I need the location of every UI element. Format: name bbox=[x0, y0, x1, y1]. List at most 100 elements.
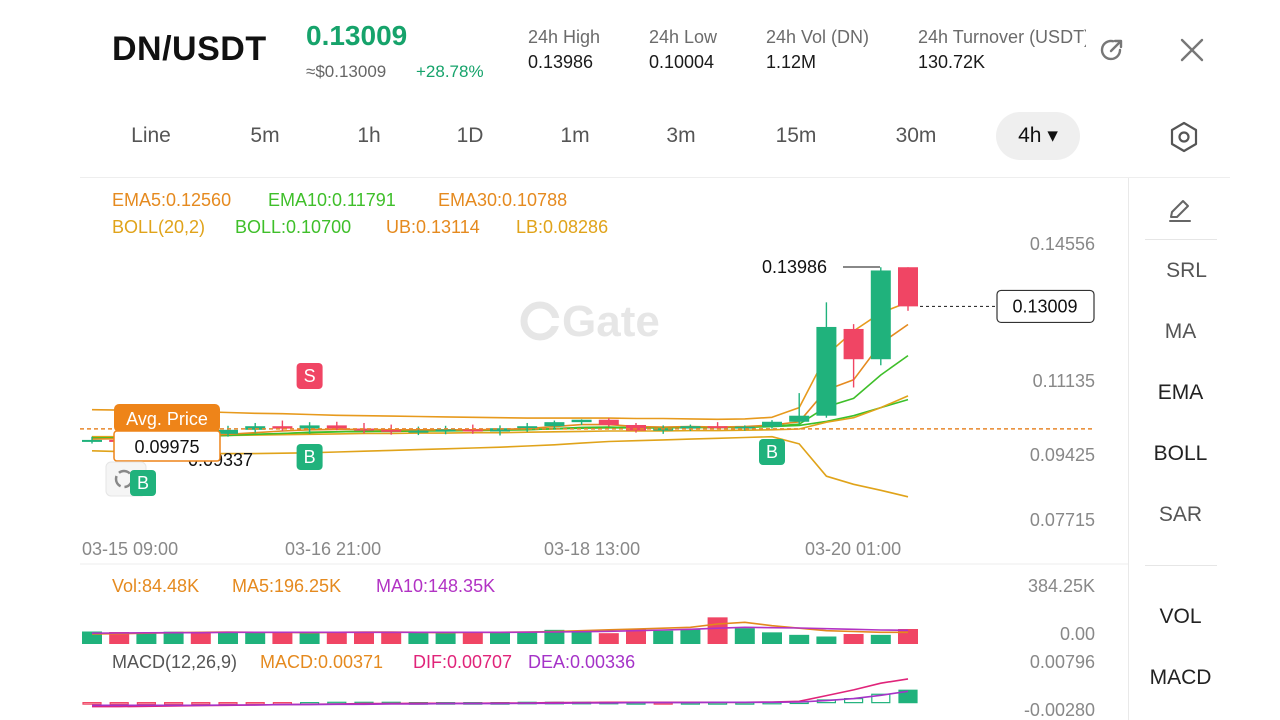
indicator-ma[interactable]: MA bbox=[1164, 320, 1197, 343]
volume-bar bbox=[898, 629, 918, 644]
stat-vol-value: 1.12M bbox=[766, 52, 817, 72]
tab-4h[interactable]: 4h ▾ bbox=[996, 112, 1080, 160]
avg-price-label: Avg. Price bbox=[126, 409, 208, 429]
tab-30m[interactable]: 30m bbox=[895, 124, 937, 147]
vol-y-tick: 384.25K bbox=[1028, 576, 1095, 596]
sell-marker-text: S bbox=[304, 366, 316, 386]
stat-turnover-value: 130.72K bbox=[918, 52, 986, 72]
candle-up bbox=[517, 426, 538, 429]
buy-marker bbox=[759, 439, 785, 465]
candle-up bbox=[816, 326, 837, 416]
volume-bar bbox=[490, 632, 510, 644]
usd-price: ≈$0.13009 bbox=[306, 62, 387, 81]
y-tick: 0.07715 bbox=[1030, 510, 1095, 530]
watermark-text: Gate bbox=[562, 297, 660, 346]
indicator-srl[interactable]: SRL bbox=[1166, 259, 1207, 282]
candle-up bbox=[82, 439, 102, 442]
high-price-text: 0.13986 bbox=[762, 257, 827, 277]
divider bbox=[80, 177, 1230, 178]
candle-down bbox=[326, 425, 347, 429]
tab-1h[interactable]: 1h bbox=[357, 124, 381, 147]
tab-3m[interactable]: 3m bbox=[666, 124, 696, 147]
buy-marker-text: B bbox=[766, 442, 778, 462]
macd-bar bbox=[164, 702, 184, 705]
ema10-legend: EMA10:0.11791 bbox=[268, 190, 396, 210]
share-arrow-icon[interactable] bbox=[1096, 34, 1128, 66]
tab-1d[interactable]: 1D bbox=[456, 124, 484, 147]
volume-bar bbox=[707, 617, 728, 644]
stat-vol-label: 24h Vol (DN) bbox=[766, 27, 870, 47]
y-tick: 0.14556 bbox=[1030, 234, 1095, 254]
indicator-macd[interactable]: MACD bbox=[1149, 666, 1212, 689]
volume-bar bbox=[789, 634, 810, 644]
macd-bar bbox=[218, 702, 238, 705]
sell-marker bbox=[296, 363, 323, 389]
volume-bar bbox=[626, 629, 646, 644]
dea-legend: DEA:0.00336 bbox=[528, 652, 635, 672]
indicator-boll[interactable]: BOLL bbox=[1153, 442, 1208, 465]
candle-down bbox=[598, 419, 619, 425]
pencil-icon[interactable] bbox=[1166, 196, 1194, 224]
volume-bar bbox=[218, 632, 238, 644]
volume-bar bbox=[109, 632, 130, 644]
candle-down bbox=[843, 328, 864, 360]
vol-ma10-line bbox=[91, 626, 909, 634]
y-tick: 0.09425 bbox=[1030, 445, 1095, 465]
candle-up bbox=[490, 428, 510, 432]
close-icon[interactable] bbox=[1176, 34, 1208, 66]
tab-1m[interactable]: 1m bbox=[560, 124, 590, 147]
dea-line bbox=[92, 690, 909, 707]
ema5-legend: EMA5:0.12560 bbox=[112, 190, 231, 210]
tab-line[interactable]: Line bbox=[131, 124, 171, 147]
candle-down bbox=[381, 429, 402, 432]
x-tick: 03-15 09:00 bbox=[82, 539, 178, 559]
macd-bar bbox=[245, 702, 265, 705]
volume-bar bbox=[870, 634, 891, 644]
indicator-sar[interactable]: SAR bbox=[1158, 503, 1203, 526]
vol-ma10-legend: MA10:148.35K bbox=[376, 576, 495, 596]
hexagon-settings-icon[interactable] bbox=[1168, 120, 1200, 154]
boll-legend: BOLL:0.10700 bbox=[235, 217, 351, 237]
volume-bar bbox=[462, 632, 483, 644]
ema30-legend: EMA30:0.10788 bbox=[438, 190, 567, 210]
candle-up bbox=[299, 425, 320, 429]
candle-up bbox=[734, 426, 755, 429]
last-price-tag: 0.13009 bbox=[996, 289, 1095, 324]
volume-bar bbox=[598, 633, 619, 644]
panel-divider bbox=[1145, 239, 1217, 240]
kline-chart[interactable]: Gate EMA5:0.12560 EMA10:0.11791 EMA30:0.… bbox=[0, 178, 1128, 720]
volume-bar bbox=[136, 632, 157, 644]
vol-y-tick: 0.00 bbox=[1060, 624, 1095, 644]
volume-bar bbox=[571, 630, 592, 644]
boll-lower-line bbox=[91, 435, 909, 498]
macd-y-tick: -0.00280 bbox=[1024, 700, 1095, 720]
indicator-panel: SRL MA EMA BOLL SAR VOL MACD bbox=[1128, 178, 1232, 720]
boll-lb-legend: LB:0.08286 bbox=[516, 217, 608, 237]
tab-5m[interactable]: 5m bbox=[250, 124, 280, 147]
panel-divider bbox=[1145, 565, 1217, 566]
buy-marker bbox=[130, 470, 156, 496]
volume-bar bbox=[163, 631, 184, 644]
candle-up bbox=[789, 415, 810, 422]
dif-legend: DIF:0.00707 bbox=[413, 652, 512, 672]
candle-up bbox=[544, 422, 565, 427]
indicator-ema[interactable]: EMA bbox=[1157, 381, 1204, 404]
tab-15m[interactable]: 15m bbox=[775, 124, 817, 147]
candle-up bbox=[870, 270, 891, 360]
indicator-vol[interactable]: VOL bbox=[1159, 605, 1202, 628]
timeframe-tabs: Line 5m 1h 1D 1m 3m 15m 30m 4h ▾ bbox=[0, 112, 1280, 162]
volume-bar bbox=[653, 630, 674, 644]
volume-bar bbox=[843, 634, 864, 644]
volume-bar bbox=[299, 632, 320, 644]
macd-bar bbox=[871, 693, 891, 704]
macd-y-tick: 0.00796 bbox=[1030, 652, 1095, 672]
avg-price-tag[interactable]: Avg. Price 0.09975 bbox=[113, 404, 221, 462]
volume-bar bbox=[326, 632, 347, 644]
price-change: +28.78% bbox=[416, 62, 484, 81]
candle-down bbox=[898, 267, 918, 307]
volume-bar bbox=[544, 629, 565, 644]
watermark: Gate bbox=[520, 297, 660, 346]
avg-price-value: 0.09975 bbox=[134, 437, 199, 457]
candle-down bbox=[272, 426, 293, 429]
candle-down bbox=[354, 428, 374, 431]
